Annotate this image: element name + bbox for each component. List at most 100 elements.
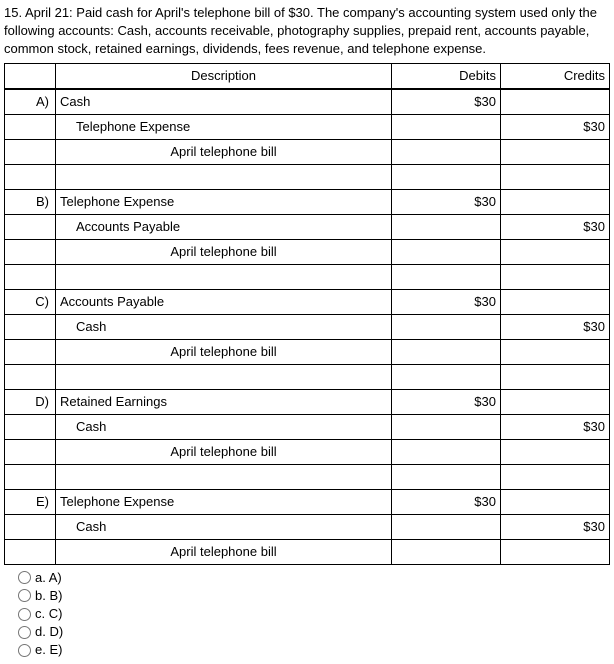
- entry-credit: [501, 489, 610, 514]
- answer-option[interactable]: a. A): [18, 569, 610, 587]
- table-row: C)Accounts Payable$30: [5, 289, 610, 314]
- entry-credit: [501, 239, 610, 264]
- entry-debit: [392, 214, 501, 239]
- table-row: B)Telephone Expense$30: [5, 189, 610, 214]
- entry-credit: $30: [501, 514, 610, 539]
- entry-debit: [392, 114, 501, 139]
- entry-debit: $30: [392, 289, 501, 314]
- spacer-row: [5, 164, 610, 189]
- entry-debit: [392, 539, 501, 564]
- entry-memo: April telephone bill: [56, 439, 392, 464]
- entry-desc: Cash: [56, 89, 392, 114]
- table-row: Cash $30: [5, 514, 610, 539]
- entry-debit: $30: [392, 389, 501, 414]
- entry-label: [5, 514, 56, 539]
- option-label: d. D): [35, 623, 63, 641]
- answer-option[interactable]: c. C): [18, 605, 610, 623]
- entry-desc: Retained Earnings: [56, 389, 392, 414]
- header-debits: Debits: [392, 63, 501, 88]
- entry-debit: [392, 339, 501, 364]
- entry-credit: [501, 389, 610, 414]
- answer-option[interactable]: b. B): [18, 587, 610, 605]
- entry-label: [5, 139, 56, 164]
- entry-credit: [501, 339, 610, 364]
- option-label: c. C): [35, 605, 62, 623]
- entry-label: [5, 539, 56, 564]
- journal-table: Description Debits Credits: [4, 63, 610, 89]
- entry-debit: $30: [392, 89, 501, 114]
- table-row: Cash $30: [5, 314, 610, 339]
- option-label: b. B): [35, 587, 62, 605]
- header-blank: [5, 63, 56, 88]
- entry-credit: [501, 439, 610, 464]
- entry-memo: April telephone bill: [56, 239, 392, 264]
- entry-label: [5, 414, 56, 439]
- entry-debit: [392, 514, 501, 539]
- spacer-row: [5, 464, 610, 489]
- answer-option[interactable]: d. D): [18, 623, 610, 641]
- table-row: April telephone bill: [5, 339, 610, 364]
- entry-debit: [392, 239, 501, 264]
- option-radio[interactable]: [18, 608, 31, 621]
- table-row: Telephone Expense $30: [5, 114, 610, 139]
- table-row: Accounts Payable $30: [5, 214, 610, 239]
- entry-desc: Telephone Expense: [56, 189, 392, 214]
- table-row: April telephone bill: [5, 239, 610, 264]
- table-row: D)Retained Earnings$30: [5, 389, 610, 414]
- entry-label: [5, 339, 56, 364]
- table-row: E)Telephone Expense$30: [5, 489, 610, 514]
- entry-label: E): [5, 489, 56, 514]
- entry-label: [5, 239, 56, 264]
- entry-credit: $30: [501, 214, 610, 239]
- entry-debit: [392, 439, 501, 464]
- entry-memo: April telephone bill: [56, 539, 392, 564]
- option-radio[interactable]: [18, 589, 31, 602]
- answer-options: a. A)b. B)c. C)d. D)e. E): [4, 569, 610, 660]
- question-text: 15. April 21: Paid cash for April's tele…: [4, 4, 610, 59]
- entry-debit: [392, 314, 501, 339]
- header-description: Description: [56, 63, 392, 88]
- table-row: April telephone bill: [5, 139, 610, 164]
- entry-label: [5, 214, 56, 239]
- entry-desc: Cash: [56, 314, 392, 339]
- entry-label: D): [5, 389, 56, 414]
- header-row: Description Debits Credits: [5, 63, 610, 88]
- entry-desc: Telephone Expense: [56, 114, 392, 139]
- entry-desc: Accounts Payable: [56, 289, 392, 314]
- entry-credit: [501, 139, 610, 164]
- entry-debit: $30: [392, 189, 501, 214]
- spacer-row: [5, 364, 610, 389]
- option-radio[interactable]: [18, 644, 31, 657]
- entry-label: [5, 114, 56, 139]
- option-radio[interactable]: [18, 626, 31, 639]
- entry-desc: Telephone Expense: [56, 489, 392, 514]
- entry-memo: April telephone bill: [56, 339, 392, 364]
- table-row: April telephone bill: [5, 539, 610, 564]
- option-radio[interactable]: [18, 571, 31, 584]
- entry-label: [5, 314, 56, 339]
- entry-credit: $30: [501, 314, 610, 339]
- entry-credit: [501, 289, 610, 314]
- entry-debit: $30: [392, 489, 501, 514]
- option-label: a. A): [35, 569, 62, 587]
- table-row: April telephone bill: [5, 439, 610, 464]
- option-label: e. E): [35, 641, 62, 659]
- entry-memo: April telephone bill: [56, 139, 392, 164]
- entry-label: A): [5, 89, 56, 114]
- entry-credit: $30: [501, 414, 610, 439]
- entry-debit: [392, 139, 501, 164]
- header-credits: Credits: [501, 63, 610, 88]
- entry-label: C): [5, 289, 56, 314]
- spacer-row: [5, 264, 610, 289]
- entry-credit: [501, 89, 610, 114]
- entry-credit: $30: [501, 114, 610, 139]
- entry-desc: Cash: [56, 514, 392, 539]
- table-row: A)Cash$30: [5, 89, 610, 114]
- entry-label: B): [5, 189, 56, 214]
- entry-credit: [501, 189, 610, 214]
- entry-desc: Accounts Payable: [56, 214, 392, 239]
- entry-desc: Cash: [56, 414, 392, 439]
- entry-credit: [501, 539, 610, 564]
- answer-option[interactable]: e. E): [18, 641, 610, 659]
- entries-table: A)Cash$30Telephone Expense$30April telep…: [4, 89, 610, 565]
